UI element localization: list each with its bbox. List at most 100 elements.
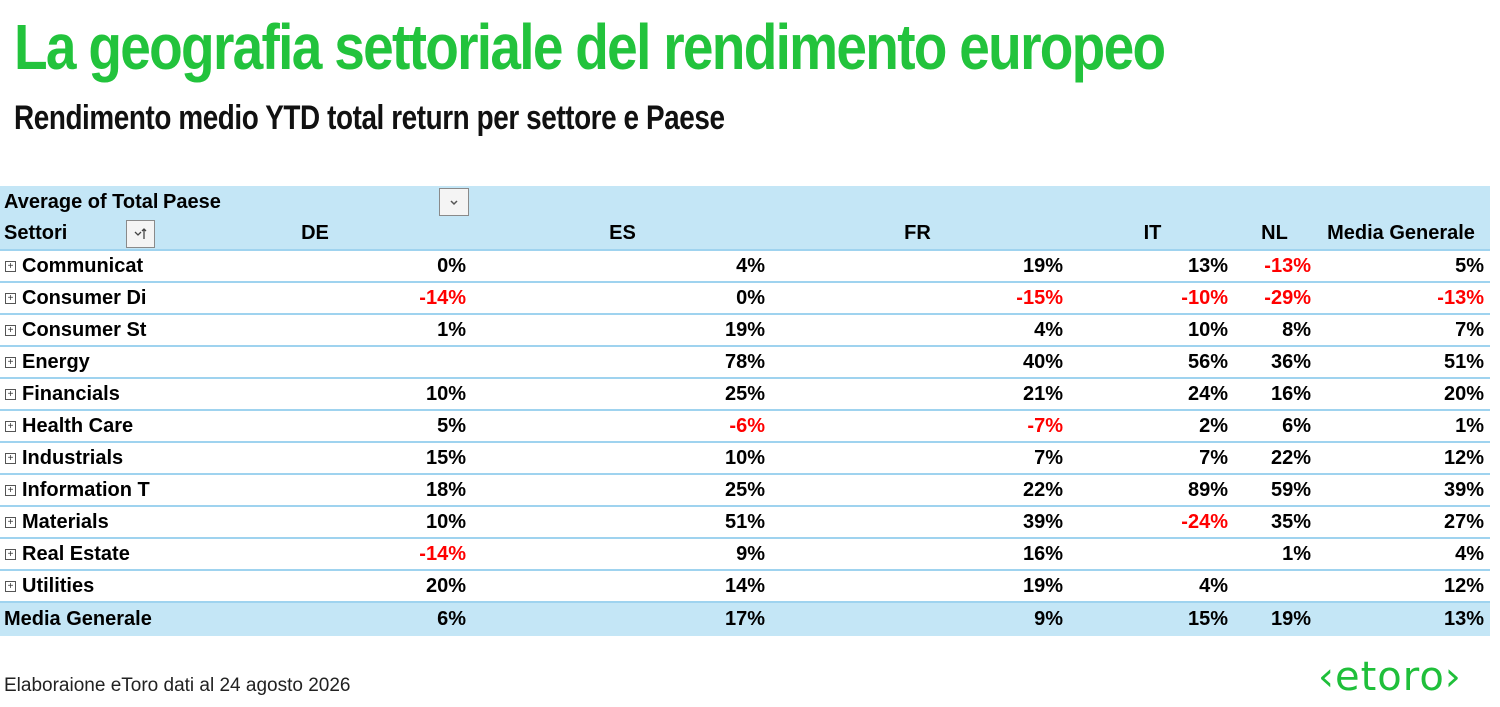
pivot-body: + Communicat 0% 4% 19% 13% -13% 5% + Consumer Di -… (0, 251, 1490, 603)
table-cell: 20% (1443, 382, 1484, 405)
plus-box-icon[interactable]: + (5, 580, 16, 592)
table-cell: -10% (1181, 286, 1228, 309)
table-cell: 8% (1282, 318, 1311, 341)
plus-box-icon[interactable]: + (5, 420, 16, 432)
table-row: + Information T 18% 25% 22% 89% 59% 39% (0, 475, 1490, 507)
table-row: + Consumer Di -14% 0% -15% -10% -29% -13% (0, 283, 1490, 315)
pivot-header-row-top: Average of Total Paese (0, 186, 1490, 218)
row-label-cell: + Health Care (0, 411, 157, 441)
row-label: Materials (22, 510, 109, 533)
row-label: Consumer St (22, 318, 147, 341)
table-cell: 4% (1199, 574, 1228, 597)
total-cell: 9% (1034, 608, 1063, 630)
row-label: Energy (22, 350, 90, 373)
row-label-cell: + Energy (0, 347, 157, 377)
table-cell: 10% (425, 510, 466, 533)
table-cell: -14% (419, 542, 466, 565)
plus-box-icon[interactable]: + (5, 356, 16, 368)
plus-box-icon[interactable]: + (5, 324, 16, 336)
row-label: Utilities (22, 574, 95, 597)
table-row: + Industrials 15% 10% 7% 7% 22% 12% (0, 443, 1490, 475)
table-cell: 16% (1270, 382, 1311, 405)
total-cell: 19% (1270, 608, 1311, 630)
table-cell: 14% (724, 574, 765, 597)
table-cell: 15% (425, 446, 466, 469)
table-cell: 35% (1270, 510, 1311, 533)
row-label: Industrials (22, 446, 124, 469)
table-cell: -29% (1264, 286, 1311, 309)
plus-box-icon[interactable]: + (5, 292, 16, 304)
table-cell: 7% (1034, 446, 1063, 469)
table-cell: 18% (425, 478, 466, 501)
total-cell: 13% (1443, 608, 1484, 630)
table-cell: 9% (736, 542, 765, 565)
pivot-table: Average of Total Paese Settori DE ES FR … (0, 186, 1490, 636)
row-label: Real Estate (22, 542, 130, 565)
table-cell: 10% (425, 382, 466, 405)
table-row: + Real Estate -14% 9% 16% 1% 4% (0, 539, 1490, 571)
table-cell: 39% (1443, 478, 1484, 501)
page-subtitle: Rendimento medio YTD total return per se… (14, 99, 725, 137)
table-cell: 10% (724, 446, 765, 469)
plus-box-icon[interactable]: + (5, 548, 16, 560)
value-field-label: Average of Total (4, 190, 159, 213)
row-label-cell: + Materials (0, 507, 157, 537)
plus-box-icon[interactable]: + (5, 452, 16, 464)
table-cell: 22% (1270, 446, 1311, 469)
column-header-it: IT (1143, 222, 1162, 244)
table-cell: 36% (1270, 350, 1311, 373)
plus-box-icon[interactable]: + (5, 516, 16, 528)
table-cell: 1% (437, 318, 466, 341)
table-cell: -15% (1016, 286, 1063, 309)
column-filter-dropdown-button[interactable] (439, 188, 469, 216)
table-row: + Utilities 20% 14% 19% 4% 12% (0, 571, 1490, 603)
table-cell: 25% (724, 382, 765, 405)
table-cell (300, 347, 466, 377)
table-cell: 40% (1022, 350, 1063, 373)
page-title: La geografia settoriale del rendimento e… (14, 11, 1166, 83)
row-label-cell: + Information T (0, 475, 157, 505)
row-field-label: Settori (4, 222, 68, 244)
table-cell: 5% (437, 414, 466, 437)
row-label: Communicat (22, 254, 144, 277)
column-header-nl: NL (1261, 222, 1288, 244)
column-header-es: ES (609, 222, 636, 244)
chevron-down-icon (450, 200, 458, 206)
table-cell: -13% (1264, 254, 1311, 277)
table-cell: -7% (1027, 414, 1063, 437)
row-label-cell: + Industrials (0, 443, 157, 473)
plus-box-icon[interactable]: + (5, 484, 16, 496)
row-label: Financials (22, 382, 120, 405)
table-cell: 7% (1199, 446, 1228, 469)
table-cell: 20% (425, 574, 466, 597)
table-cell: 1% (1282, 542, 1311, 565)
table-cell: 1% (1455, 414, 1484, 437)
table-cell: 19% (1022, 254, 1063, 277)
table-cell: -6% (729, 414, 765, 437)
column-header-de: DE (301, 222, 329, 244)
row-label-cell: + Financials (0, 379, 157, 409)
table-cell: 89% (1187, 478, 1228, 501)
table-cell: 12% (1443, 574, 1484, 597)
grand-total-label: Media Generale (4, 608, 152, 630)
table-cell: 19% (1022, 574, 1063, 597)
table-cell: 24% (1187, 382, 1228, 405)
row-label: Consumer Di (22, 286, 147, 309)
table-cell: 22% (1022, 478, 1063, 501)
table-cell: 39% (1022, 510, 1063, 533)
table-row: + Financials 10% 25% 21% 24% 16% 20% (0, 379, 1490, 411)
row-label-cell: + Utilities (0, 571, 157, 601)
row-sort-filter-button[interactable] (126, 220, 155, 248)
table-cell: 27% (1443, 510, 1484, 533)
table-cell (1100, 539, 1228, 569)
table-cell (1240, 571, 1311, 601)
plus-box-icon[interactable]: + (5, 260, 16, 272)
plus-box-icon[interactable]: + (5, 388, 16, 400)
table-cell: 59% (1270, 478, 1311, 501)
table-row: + Consumer St 1% 19% 4% 10% 8% 7% (0, 315, 1490, 347)
table-cell: 10% (1187, 318, 1228, 341)
table-cell: 2% (1199, 414, 1228, 437)
table-cell: 25% (724, 478, 765, 501)
table-row: + Health Care 5% -6% -7% 2% 6% 1% (0, 411, 1490, 443)
row-label: Information T (22, 478, 150, 501)
